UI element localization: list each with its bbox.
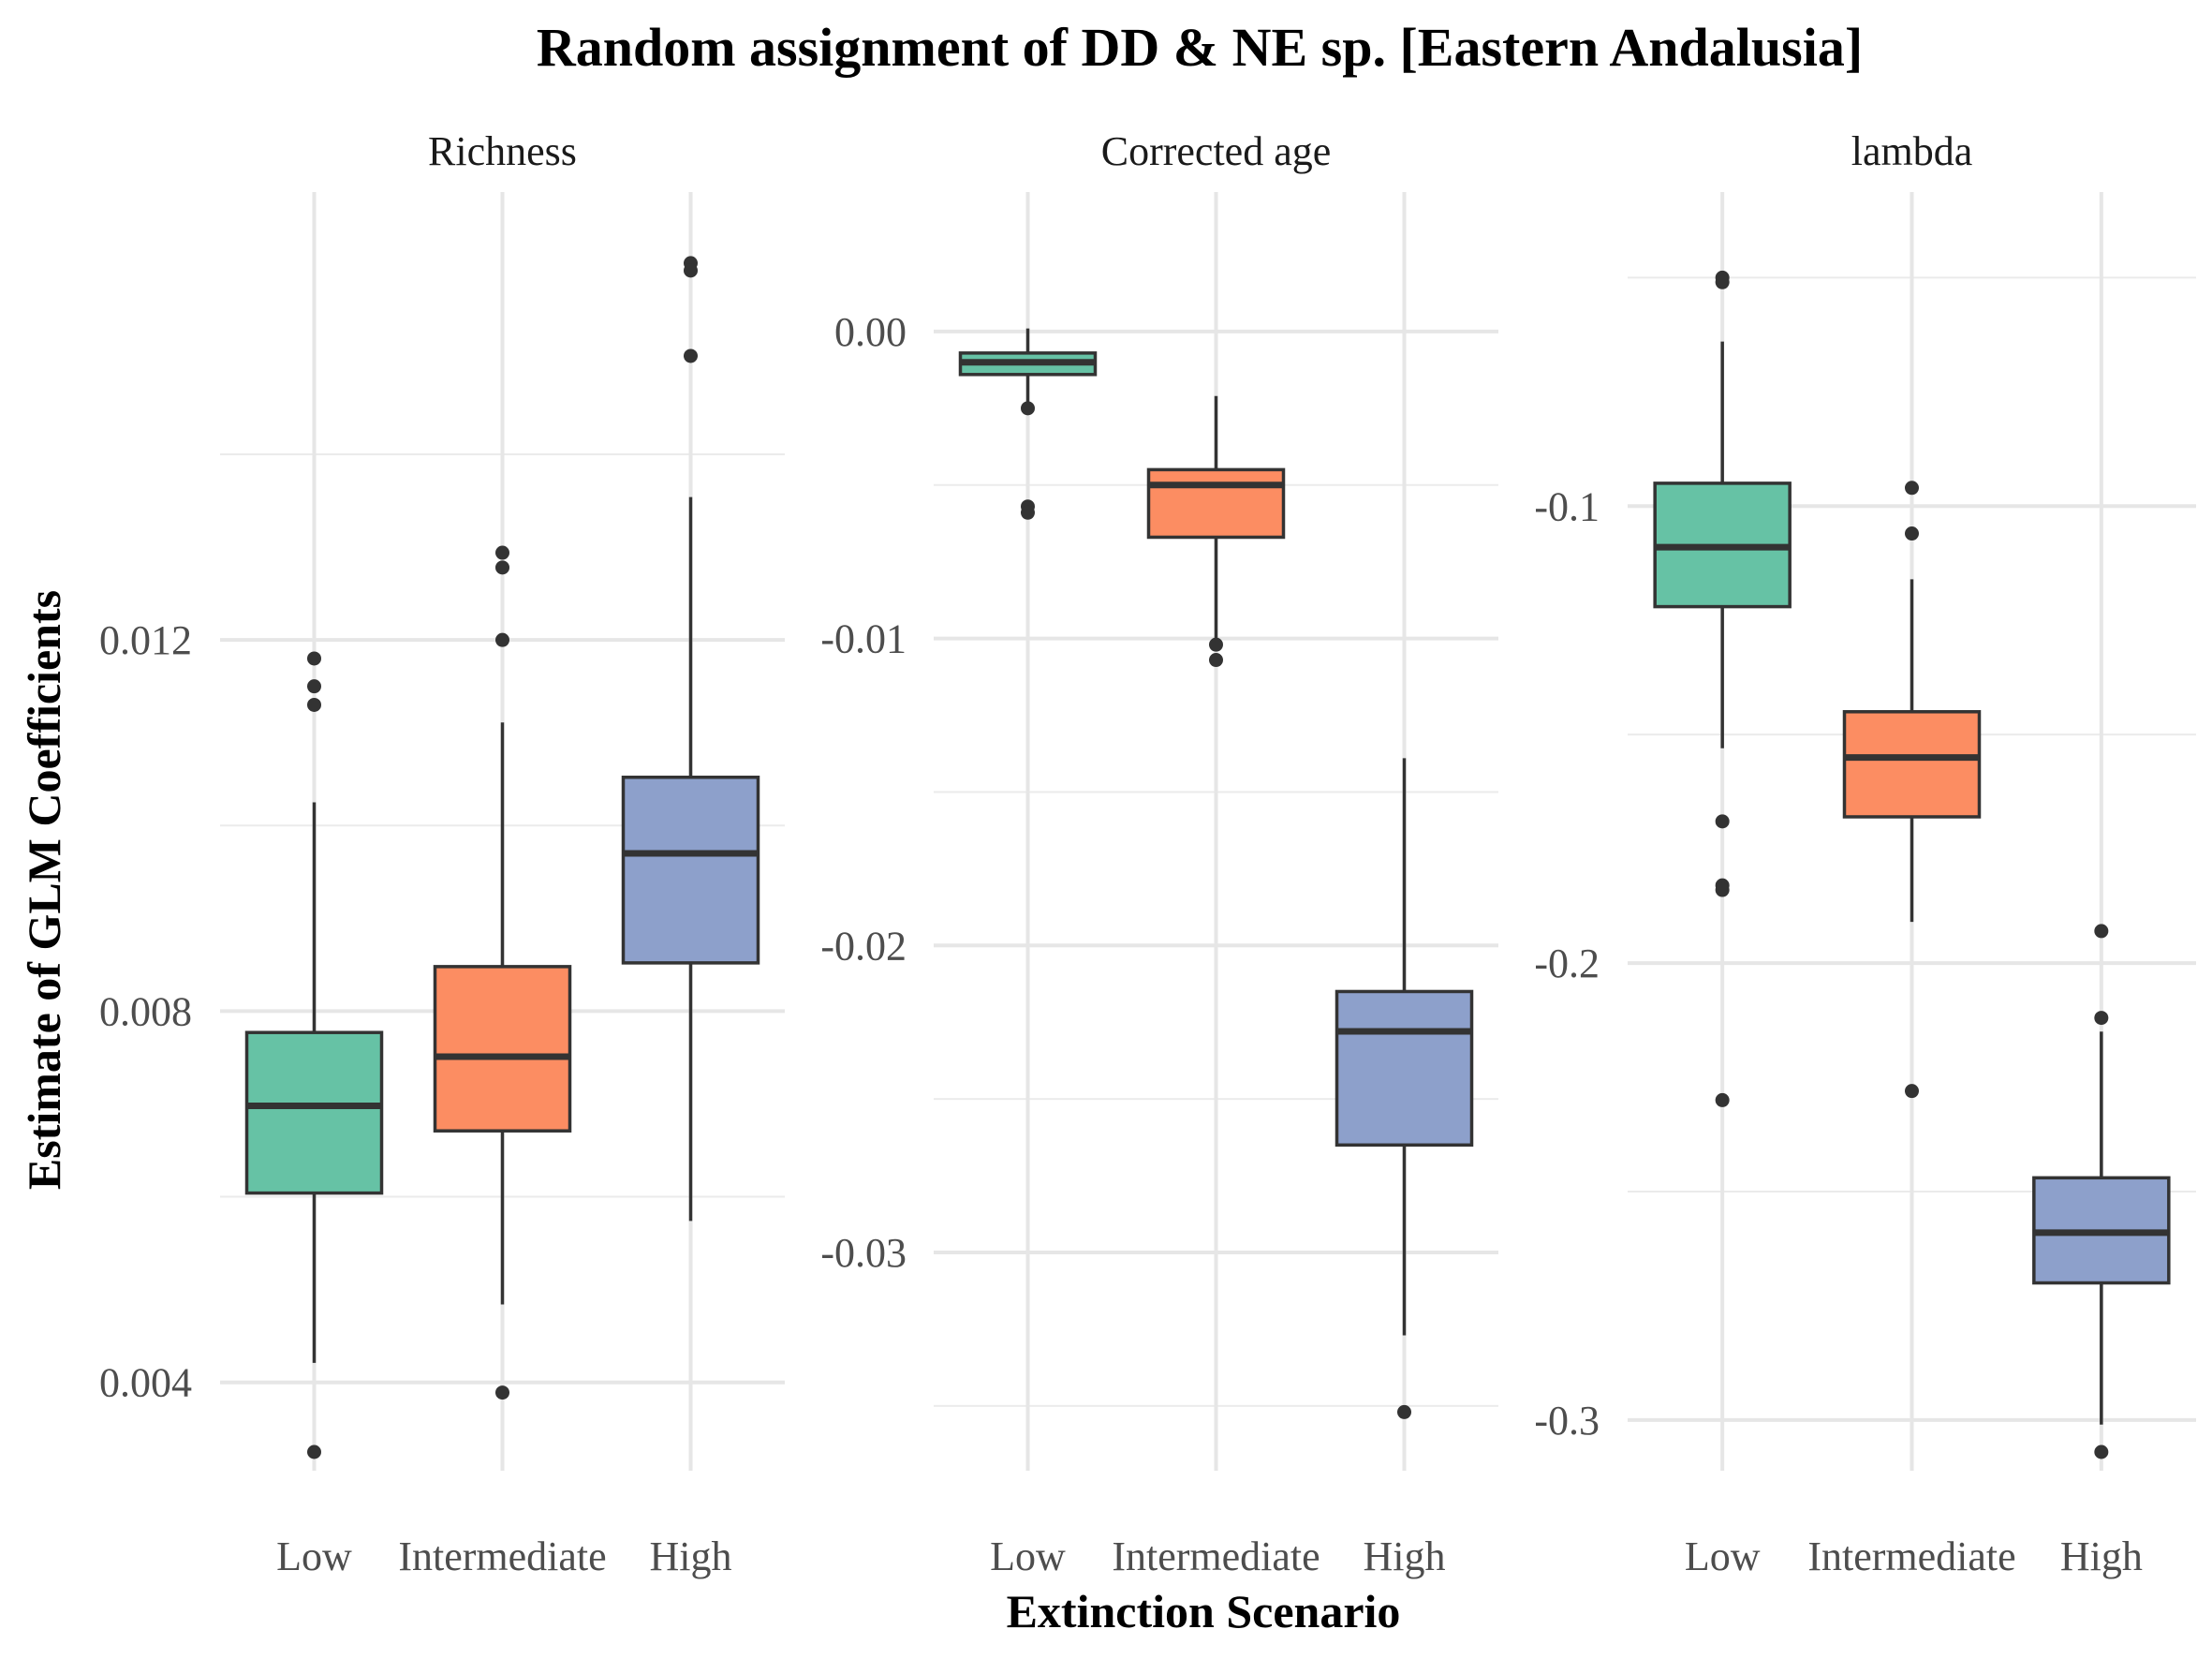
y-tick-label: -0.3 xyxy=(1534,1398,1600,1444)
box-high xyxy=(1335,758,1474,1419)
outlier-point xyxy=(495,632,509,647)
y-tick-label: -0.2 xyxy=(1534,941,1600,986)
outlier-point xyxy=(495,560,509,575)
chart-title: Random assignment of DD & NE sp. [Easter… xyxy=(537,17,1863,78)
y-tick-label: 0.012 xyxy=(99,617,192,663)
outlier-point xyxy=(2094,1444,2109,1459)
facet-label: Corrected age xyxy=(1101,128,1332,174)
box-iqr xyxy=(244,1030,384,1195)
y-tick-label: -0.02 xyxy=(820,923,907,969)
facet-label: lambda xyxy=(1851,128,1973,174)
box-intermediate xyxy=(433,545,572,1400)
outlier-point xyxy=(307,651,321,666)
outlier-point xyxy=(1021,505,1035,520)
box-low xyxy=(958,328,1098,520)
x-tick-label: Low xyxy=(990,1533,1066,1579)
outlier-point xyxy=(1021,401,1035,416)
box-low xyxy=(244,651,384,1459)
outlier-point xyxy=(1715,882,1730,897)
facet-label: Richness xyxy=(428,128,577,174)
outlier-point xyxy=(307,1444,321,1459)
x-tick-label: High xyxy=(2060,1533,2143,1579)
x-tick-label: Intermediate xyxy=(398,1533,606,1579)
y-tick-label: -0.1 xyxy=(1534,483,1600,529)
facet-panel: 0.00 -0.01 -0.02 -0.03 Corrected age Low Inter… xyxy=(820,128,1498,1579)
box-intermediate xyxy=(1842,481,1982,1099)
outlier-point xyxy=(2094,1011,2109,1026)
outlier-point xyxy=(1715,1092,1730,1107)
outlier-point xyxy=(1209,653,1223,668)
facet-panel: -0.1 -0.2 -0.3 lambda Low Intermediate High xyxy=(1534,128,2196,1579)
outlier-point xyxy=(307,679,321,694)
facets: 0.004 0.008 0.012 Richness Low Intermediate Hi… xyxy=(99,128,2196,1579)
y-tick-label: 0.008 xyxy=(99,988,192,1034)
outlier-point xyxy=(495,545,509,560)
facet-panel: 0.004 0.008 0.012 Richness Low Intermediate Hi… xyxy=(99,128,785,1579)
box-low xyxy=(1653,270,1792,1107)
box-iqr xyxy=(1842,710,1982,819)
outlier-point xyxy=(1905,1084,1919,1099)
y-axis-title: Estimate of GLM Coefficients xyxy=(18,590,70,1190)
outlier-point xyxy=(2094,924,2109,939)
x-tick-label: Intermediate xyxy=(1807,1533,2015,1579)
box-high xyxy=(2032,924,2171,1459)
outlier-point xyxy=(1905,481,1919,496)
x-tick-label: Low xyxy=(1685,1533,1761,1579)
y-tick-label: -0.01 xyxy=(820,616,907,662)
x-tick-label: High xyxy=(650,1533,732,1579)
x-axis-title: Extinction Scenario xyxy=(1007,1585,1401,1637)
y-tick-label: 0.004 xyxy=(99,1360,192,1406)
y-tick-label: -0.03 xyxy=(820,1230,907,1276)
outlier-point xyxy=(1715,814,1730,829)
box-intermediate xyxy=(1146,395,1286,668)
x-tick-label: High xyxy=(1364,1533,1446,1579)
outlier-point xyxy=(1397,1404,1411,1419)
box-iqr xyxy=(433,965,572,1133)
box-iqr xyxy=(1146,467,1286,540)
outlier-point xyxy=(1209,637,1223,652)
box-iqr xyxy=(621,776,760,965)
outlier-point xyxy=(684,263,698,278)
box-iqr xyxy=(1335,989,1474,1148)
x-tick-label: Intermediate xyxy=(1112,1533,1320,1579)
outlier-point xyxy=(684,348,698,363)
outlier-point xyxy=(495,1385,509,1400)
box-high xyxy=(621,256,760,1222)
x-tick-label: Low xyxy=(276,1533,352,1579)
outlier-point xyxy=(1905,526,1919,541)
outlier-point xyxy=(1715,274,1730,289)
outlier-point xyxy=(307,697,321,712)
y-tick-label: 0.00 xyxy=(834,309,907,355)
